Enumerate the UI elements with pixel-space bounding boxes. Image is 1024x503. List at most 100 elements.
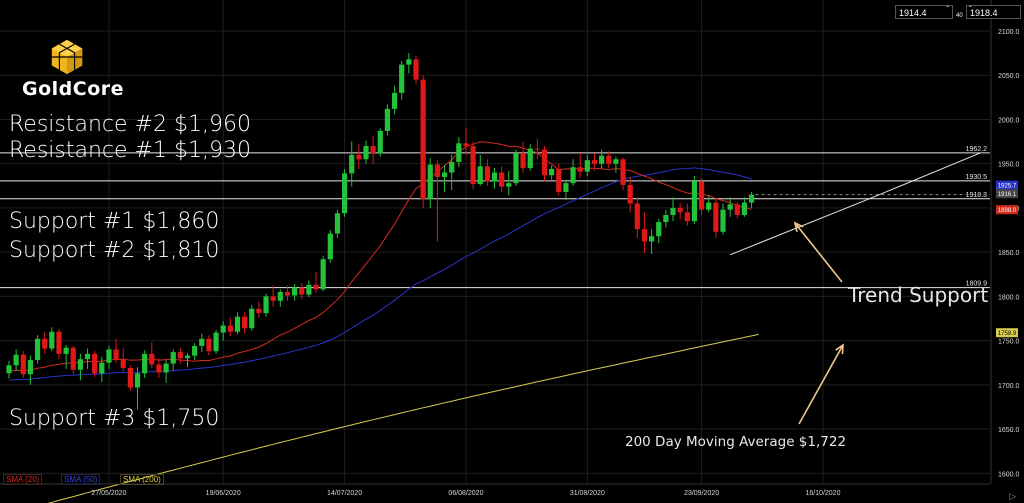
candle-body (256, 308, 262, 314)
x-tick-label: 31/08/2020 (570, 490, 605, 497)
y-tick-label: 1650.0 (998, 427, 1020, 434)
sma-200-legend[interactable]: SMA (200) (120, 474, 164, 485)
candle-body (156, 364, 162, 373)
candle-body (306, 284, 312, 295)
candle-body (27, 360, 34, 375)
candles (6, 53, 755, 410)
trend-support-label: Trend Support (848, 283, 989, 307)
candle-body (606, 155, 612, 164)
level-value-label: 1910.3 (966, 192, 988, 199)
caret-up-icon: ˆ (969, 5, 972, 14)
candle-body (84, 353, 91, 360)
candle-body (134, 373, 141, 388)
candle-body (720, 209, 726, 232)
candle-body (741, 202, 748, 215)
candle-body (220, 325, 226, 333)
candle-body (49, 331, 55, 349)
y-tick-label: 1950.0 (998, 162, 1020, 169)
sma-50-line (8, 167, 752, 381)
trend-lines (729, 152, 981, 256)
candle-body (320, 259, 326, 290)
candle-body (698, 181, 705, 210)
price-tags: 1925.7 1916.1 1898.0 1758.9 (996, 180, 1018, 338)
goldcore-logo-icon (51, 39, 83, 75)
price-tag-label: 1898.0 (998, 208, 1017, 214)
candle-body (449, 161, 455, 173)
support-3-label: Support #3 $1,750 (9, 406, 220, 431)
x-tick-label: 06/08/2020 (448, 490, 483, 497)
candle-body (70, 347, 76, 370)
candle-body (441, 172, 448, 177)
ask-price[interactable]: 1918.4 ˆ (966, 5, 1021, 19)
candle-body (277, 291, 283, 301)
candle-body (613, 159, 619, 164)
candle-body (363, 145, 369, 160)
candle-body (92, 353, 98, 374)
price-tag (996, 189, 1018, 199)
candle-body (327, 233, 333, 260)
candle-body (20, 354, 26, 375)
candle-body (149, 353, 155, 365)
candle-body (570, 167, 576, 184)
candle-body (370, 145, 376, 154)
ma200-arrow-head (835, 343, 844, 355)
ma200-label: 200 Day Moving Average $1,722 (625, 434, 847, 450)
y-tick-label: 1700.0 (998, 383, 1020, 390)
candle-body (334, 213, 341, 234)
candle-body (99, 362, 105, 374)
resistance-1-label: Resistance #1 $1,930 (9, 138, 251, 163)
candle-body (213, 332, 219, 352)
date-axis: 27/05/2020 19/06/2020 14/07/2020 06/08/2020… (0, 483, 990, 497)
candle-body (399, 64, 405, 93)
candle-body (292, 287, 298, 296)
candle-body (634, 203, 640, 230)
candle-body (56, 331, 62, 354)
candle-body (520, 153, 526, 169)
trend-support-arrow-head (793, 221, 804, 232)
candle-body (684, 212, 690, 222)
price-tag (996, 328, 1018, 338)
y-tick-label: 1850.0 (998, 250, 1020, 257)
candle-body (456, 143, 462, 162)
candle-body (106, 349, 112, 363)
candle-body (463, 143, 469, 146)
trend-support-arrow (794, 222, 843, 283)
level-value-label: 1962.2 (966, 146, 988, 153)
candle-body (234, 316, 241, 332)
candle-body (34, 338, 41, 361)
sma-200-path (47, 333, 759, 503)
sma-20-legend[interactable]: SMA (20) (3, 474, 43, 485)
brand-name: GoldCore (22, 78, 125, 100)
trend-support-extension (872, 152, 981, 198)
bid-price[interactable]: 1914.4 ˆ (895, 5, 953, 19)
candle-body (499, 172, 505, 187)
candle-body (127, 368, 133, 388)
bid-value: 1914.4 (899, 8, 927, 18)
candle-body (184, 355, 191, 359)
candle-body (527, 148, 533, 169)
candle-body (541, 149, 548, 176)
candle-body (413, 59, 419, 80)
annotation-arrows (793, 221, 844, 425)
level-value-label: 1809.9 (966, 281, 988, 288)
candle-body (727, 204, 733, 210)
spread-value: 40 (956, 13, 963, 19)
candle-body (199, 338, 205, 346)
candle-body (599, 155, 605, 164)
y-tick-label: 2100.0 (998, 29, 1020, 36)
candle-body (620, 159, 626, 185)
x-tick-label: 19/06/2020 (206, 490, 241, 497)
candle-body (356, 154, 362, 160)
candle-body (584, 160, 590, 172)
price-axis: 2100.02050.02000.01950.01900.01850.01800… (990, 0, 1020, 484)
candle-body (227, 325, 233, 332)
candle-body (491, 172, 498, 182)
candle-body (341, 173, 348, 214)
sma-50-legend[interactable]: SMA (50) (61, 474, 101, 485)
candle-body (420, 79, 426, 200)
support-2-label: Support #2 $1,810 (9, 238, 220, 263)
expand-icon[interactable]: ▷ (1009, 491, 1016, 501)
candle-body (349, 154, 355, 174)
candle-body (113, 349, 119, 360)
